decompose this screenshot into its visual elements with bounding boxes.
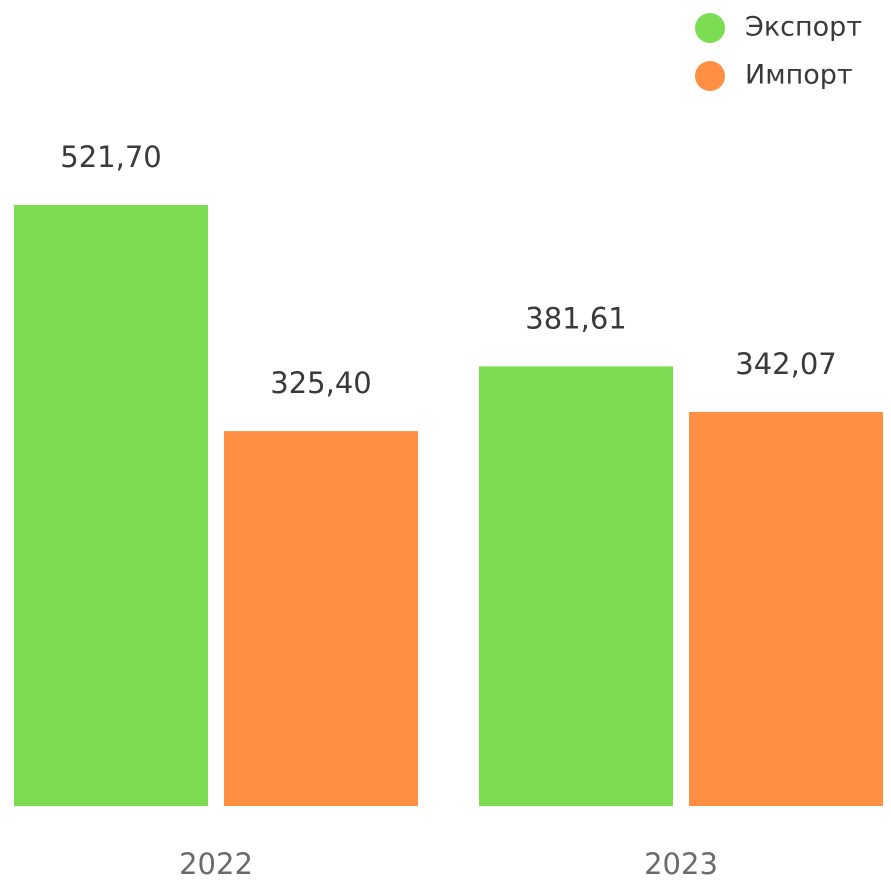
legend-label: Экспорт bbox=[745, 12, 862, 43]
legend-swatch bbox=[695, 13, 725, 43]
value-label: 325,40 bbox=[270, 366, 371, 400]
legend-label: Импорт bbox=[745, 60, 853, 91]
value-label: 381,61 bbox=[525, 301, 626, 335]
bar bbox=[224, 431, 418, 806]
legend-swatch bbox=[695, 61, 725, 91]
value-label: 342,07 bbox=[735, 347, 836, 381]
x-tick-label: 2023 bbox=[644, 847, 718, 881]
bar bbox=[479, 366, 673, 806]
bar bbox=[14, 205, 208, 806]
x-tick-label: 2022 bbox=[179, 847, 253, 881]
bar bbox=[689, 411, 883, 806]
value-label: 521,70 bbox=[60, 140, 161, 174]
